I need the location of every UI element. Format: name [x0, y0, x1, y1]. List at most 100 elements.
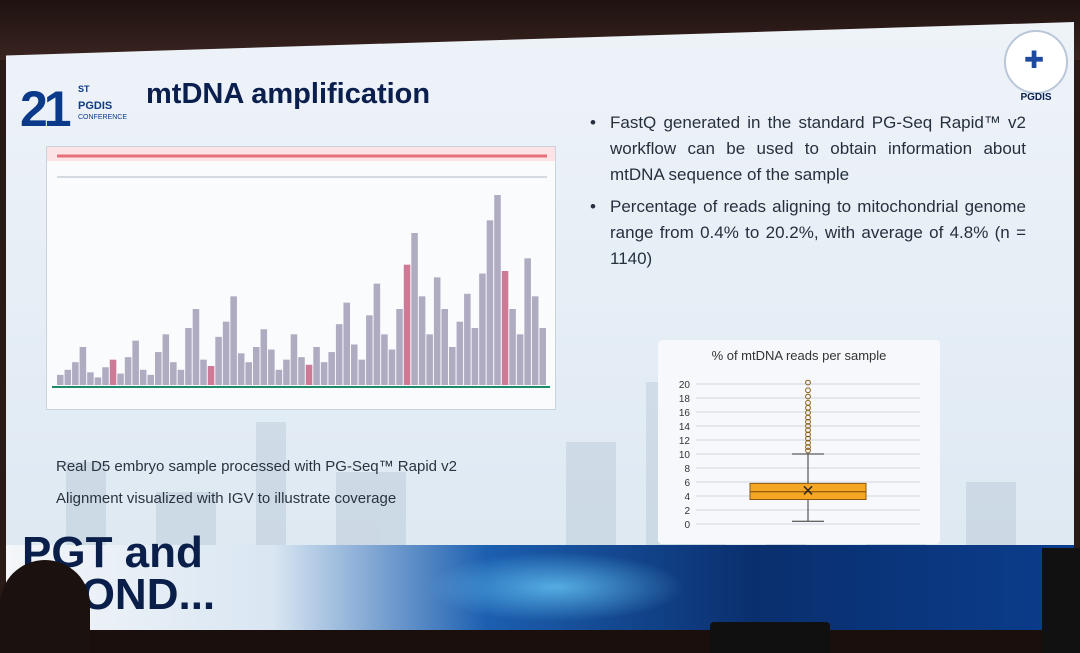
y-tick-label: 14 [679, 422, 691, 433]
logo-number: 21 [20, 81, 72, 137]
coverage-bar [162, 334, 170, 385]
conference-logo: 21 ST PGDIS CONFERENCE [20, 80, 130, 150]
coverage-bar [320, 362, 328, 385]
y-tick-label: 10 [679, 450, 691, 461]
coverage-bar [509, 309, 516, 385]
coverage-bar [298, 357, 305, 385]
coverage-bar [418, 296, 426, 385]
chart-title: % of mtDNA reads per sample [712, 348, 887, 363]
mean-marker-b [803, 485, 813, 495]
presentation-slide: 21 ST PGDIS CONFERENCE mtDNA amplificati… [6, 22, 1074, 630]
caption-sample: Real D5 embryo sample processed with PG-… [56, 458, 458, 475]
audience-head-silhouette [0, 560, 90, 653]
coverage-bar [403, 264, 411, 385]
coverage-bar [539, 328, 546, 385]
coverage-bar [87, 372, 94, 385]
coverage-bar [501, 271, 509, 385]
globe-icon: ✚ [1024, 47, 1045, 74]
outlier-point [805, 439, 811, 446]
coverage-bar [396, 309, 403, 385]
bullet-text: Percentage of reads aligning to mitochon… [610, 197, 1026, 268]
coverage-bar [373, 283, 381, 385]
pgdis-corner-logo: ✚ PGDIS [1004, 30, 1068, 103]
coverage-bar [531, 296, 539, 385]
bullet-marker: • [590, 113, 596, 132]
coverage-bar [275, 369, 283, 385]
coverage-bar [524, 258, 531, 385]
coverage-bar [117, 373, 124, 385]
outlier-point [805, 400, 811, 406]
coverage-bar [464, 293, 471, 385]
coverage-bar [155, 352, 162, 385]
outlier-point [805, 418, 811, 425]
coverage-bar [200, 359, 207, 385]
igv-header-bar [47, 147, 555, 161]
y-tick-label: 12 [679, 436, 691, 447]
outlier-point [805, 379, 811, 386]
coverage-bar [441, 309, 448, 385]
banner-glow [426, 552, 686, 622]
igv-coverage-screenshot [46, 146, 556, 410]
coverage-bar [283, 359, 290, 385]
coverage-bar [433, 277, 441, 385]
coverage-bar [215, 336, 222, 385]
logo-org: PGDIS [78, 100, 113, 112]
coverage-bar [449, 347, 456, 385]
bullet-list: • FastQ generated in the standard PG-Seq … [586, 110, 1026, 278]
coverage-bar [192, 309, 200, 385]
coverage-bar [313, 347, 320, 385]
coverage-bar [381, 334, 388, 385]
outlier-point [805, 387, 811, 394]
coverage-bar [516, 334, 524, 385]
coverage-bar [366, 315, 373, 385]
coverage-bar [486, 220, 494, 385]
coverage-bar [411, 233, 418, 385]
coverage-bar [456, 321, 464, 385]
outlier-point [805, 409, 811, 416]
y-tick-label: 8 [684, 464, 690, 475]
outlier-point [805, 427, 811, 434]
bullet-marker: • [590, 197, 596, 216]
slide-title: mtDNA amplification [146, 78, 431, 110]
coverage-bar [268, 349, 275, 385]
mtdna-boxplot: % of mtDNA reads per sample 0 2 4 6 8 10 12 14 1… [658, 340, 940, 544]
coverage-bar [351, 344, 358, 385]
coverage-bar [253, 347, 260, 385]
coverage-bar [328, 352, 335, 385]
coverage-bar [305, 364, 313, 385]
coverage-bar [72, 362, 79, 385]
coverage-bar [471, 328, 479, 385]
chart-grid [696, 383, 920, 525]
coverage-bar [260, 329, 268, 385]
coverage-bar [185, 328, 192, 385]
pgdis-logo-label: PGDIS [1020, 92, 1052, 103]
coverage-bar [177, 369, 185, 385]
podium-silhouette [710, 622, 830, 653]
y-tick-label: 0 [684, 520, 690, 531]
bullet-item: • FastQ generated in the standard PG-Seq … [586, 110, 1026, 188]
outlier-point [805, 393, 811, 400]
bullet-text: FastQ generated in the standard PG-Seq R… [610, 113, 1026, 184]
coverage-bar [245, 362, 252, 385]
coverage-bar [57, 374, 64, 385]
y-tick-label: 4 [684, 492, 690, 503]
outlier-point [805, 423, 811, 429]
igv-coverage-bars [57, 195, 546, 385]
logo-ordinal: ST [78, 84, 90, 94]
coverage-bar [147, 374, 154, 385]
coverage-bar [388, 349, 396, 385]
boxplot-svg: % of mtDNA reads per sample 0 2 4 6 8 10 12 14 1… [679, 348, 920, 531]
coverage-bar [343, 302, 350, 385]
coverage-bar [230, 296, 237, 385]
logo-sub: CONFERENCE [78, 114, 128, 121]
y-tick-label: 16 [679, 408, 691, 419]
outlier-point [805, 431, 811, 438]
outlier-point [805, 444, 811, 450]
coverage-bar [479, 273, 486, 385]
caption-igv: Alignment visualized with IGV to illustr… [56, 490, 397, 507]
coverage-bar [237, 353, 245, 385]
y-tick-label: 6 [684, 478, 690, 489]
conference-banner [6, 545, 1074, 630]
coverage-bar [102, 367, 109, 385]
outlier-point [805, 435, 811, 442]
